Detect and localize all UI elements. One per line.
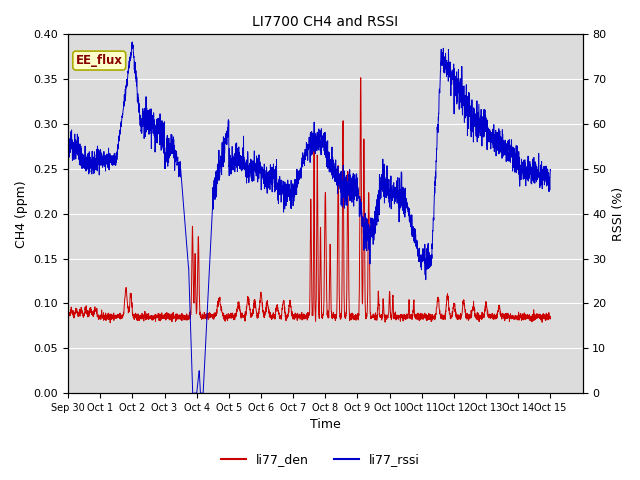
li77_rssi (538, 171, 545, 177)
li77_rssi (486, 136, 493, 142)
li77_den (270, 314, 278, 320)
Y-axis label: CH4 (ppm): CH4 (ppm) (15, 180, 28, 248)
li77_den (486, 312, 493, 317)
Line: li77_rssi: li77_rssi (68, 42, 550, 393)
li77_den (148, 313, 156, 319)
Title: LI7700 CH4 and RSSI: LI7700 CH4 and RSSI (252, 15, 398, 29)
li77_den (64, 313, 72, 319)
Text: EE_flux: EE_flux (76, 54, 123, 67)
Legend: li77_den, li77_rssi: li77_den, li77_rssi (216, 448, 424, 471)
li77_rssi (547, 167, 554, 173)
Line: li77_den: li77_den (68, 78, 550, 323)
li77_den (106, 320, 114, 325)
li77_den (538, 313, 545, 319)
li77_rssi (148, 123, 156, 129)
li77_rssi (64, 151, 72, 157)
li77_den (356, 75, 364, 81)
li77_rssi (250, 176, 257, 181)
li77_rssi (119, 108, 127, 114)
Y-axis label: RSSI (%): RSSI (%) (612, 187, 625, 241)
li77_den (120, 312, 127, 318)
li77_den (547, 314, 554, 320)
li77_rssi (271, 180, 278, 186)
li77_rssi (129, 39, 136, 45)
li77_den (250, 311, 257, 316)
li77_rssi (189, 390, 196, 396)
X-axis label: Time: Time (310, 419, 340, 432)
